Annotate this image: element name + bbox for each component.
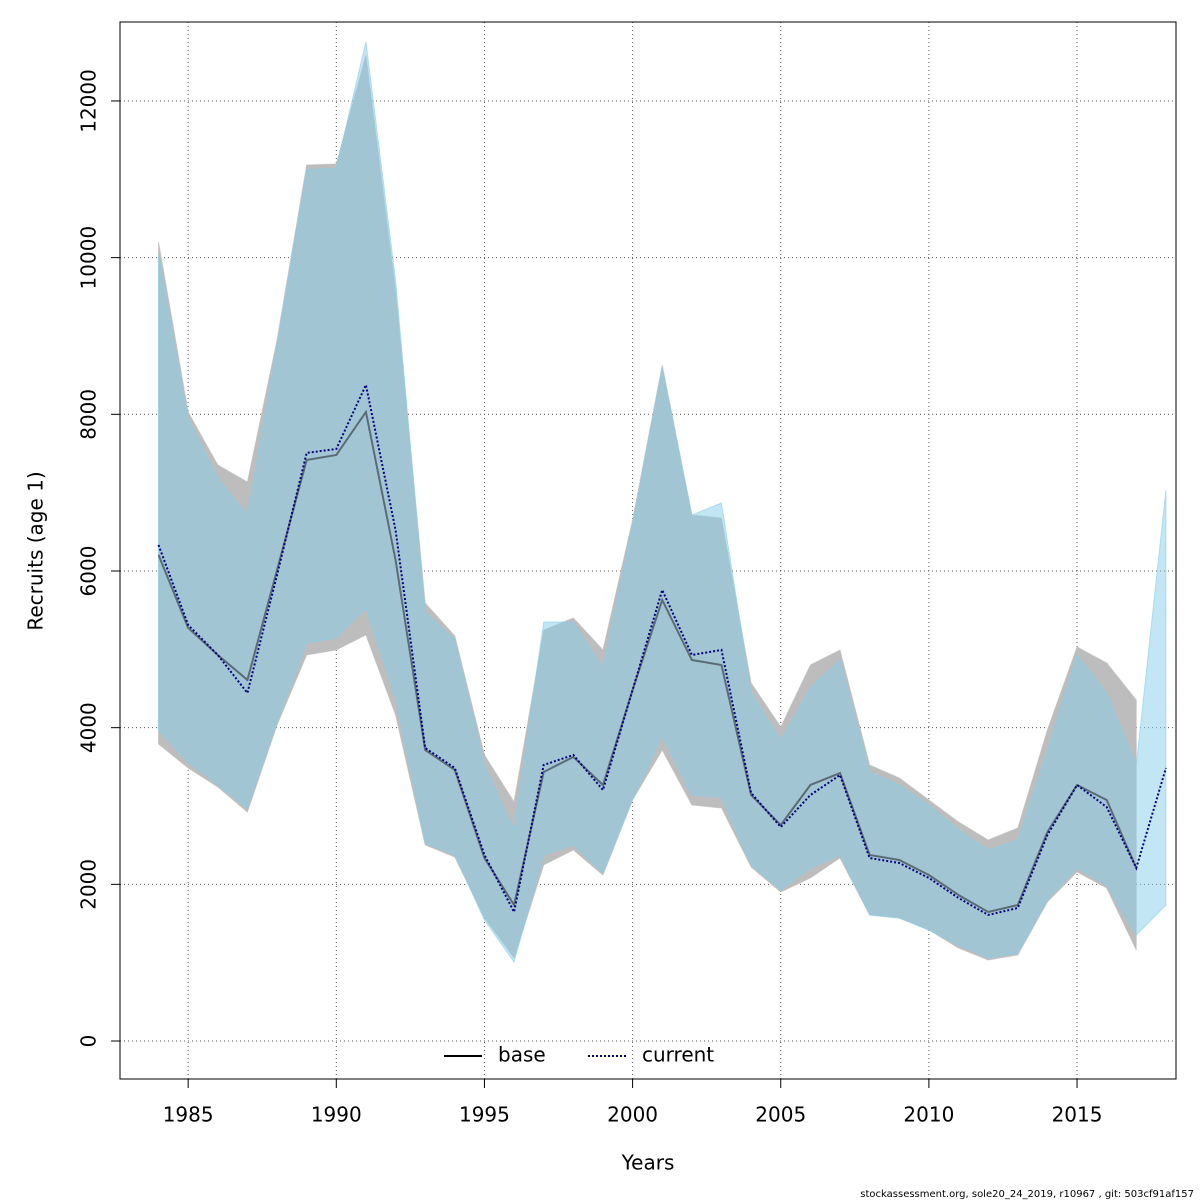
footnote: stockassessment.org, sole20_24_2019, r10… [860,1189,1194,1200]
x-axis-title: Years [621,1151,675,1175]
x-tick-label: 2015 [1052,1103,1103,1127]
x-tick-label: 1985 [163,1103,214,1127]
legend-label: current [642,1043,714,1067]
x-tick-label: 2005 [755,1103,806,1127]
confidence-band [158,41,1167,964]
y-tick-label: 8000 [77,389,101,440]
legend-label: base [498,1043,546,1067]
series-line [157,409,1138,914]
y-axis-title: Recruits (age 1) [24,471,48,630]
x-tick-label: 1995 [459,1103,510,1127]
y-tick-label: 12000 [77,69,101,133]
y-tick-label: 10000 [77,226,101,290]
x-tick-label: 1990 [311,1103,362,1127]
x-tick-label: 2000 [607,1103,658,1127]
x-tick-label: 2010 [903,1103,954,1127]
y-tick-label: 2000 [77,859,101,910]
y-tick-label: 0 [77,1035,101,1048]
plot-frame [119,21,1177,1080]
y-tick-label: 6000 [77,546,101,597]
y-tick-label: 4000 [77,702,101,753]
